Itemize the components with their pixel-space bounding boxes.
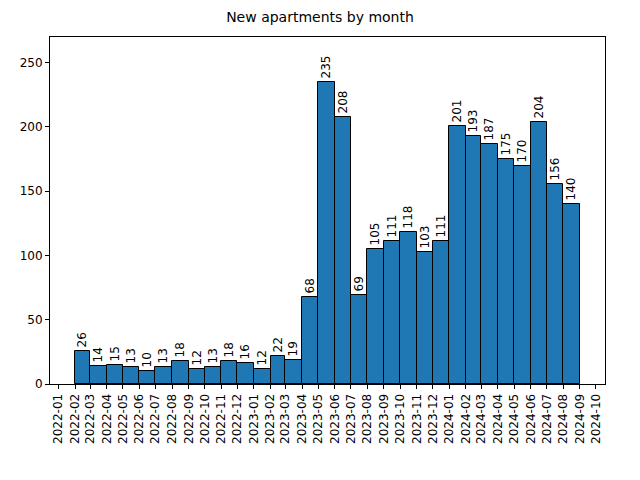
svg-text:68: 68 (303, 278, 317, 293)
svg-text:15: 15 (108, 346, 122, 361)
svg-text:200: 200 (20, 120, 43, 134)
svg-text:69: 69 (352, 276, 366, 291)
svg-text:2022-08: 2022-08 (165, 394, 179, 444)
svg-text:105: 105 (368, 223, 382, 246)
svg-text:13: 13 (156, 348, 170, 363)
svg-text:2023-09: 2023-09 (377, 394, 391, 444)
svg-text:140: 140 (564, 178, 578, 201)
svg-text:2024-09: 2024-09 (573, 394, 587, 444)
svg-text:0: 0 (35, 377, 43, 391)
svg-text:2022-07: 2022-07 (148, 394, 162, 444)
svg-text:103: 103 (418, 226, 432, 249)
svg-text:New apartments by month: New apartments by month (226, 9, 414, 25)
svg-text:10: 10 (140, 352, 154, 367)
svg-text:2023-11: 2023-11 (410, 394, 424, 444)
svg-text:13: 13 (124, 348, 138, 363)
svg-text:22: 22 (271, 337, 285, 352)
svg-text:111: 111 (385, 215, 399, 238)
svg-text:2024-08: 2024-08 (556, 394, 570, 444)
svg-text:2022-03: 2022-03 (83, 394, 97, 444)
svg-text:2023-06: 2023-06 (328, 394, 342, 444)
svg-text:12: 12 (255, 350, 269, 365)
svg-text:2022-06: 2022-06 (132, 394, 146, 444)
svg-text:187: 187 (482, 118, 496, 141)
svg-text:2022-11: 2022-11 (214, 394, 228, 444)
svg-text:156: 156 (548, 158, 562, 181)
svg-text:18: 18 (222, 342, 236, 357)
svg-text:2023-07: 2023-07 (344, 394, 358, 444)
svg-text:2022-01: 2022-01 (51, 394, 65, 444)
svg-text:2022-12: 2022-12 (230, 394, 244, 444)
svg-text:2024-03: 2024-03 (474, 394, 488, 444)
svg-text:250: 250 (20, 56, 43, 70)
svg-text:111: 111 (434, 215, 448, 238)
svg-text:118: 118 (401, 206, 415, 229)
svg-text:170: 170 (515, 140, 529, 163)
svg-text:2024-05: 2024-05 (507, 394, 521, 444)
svg-text:2022-10: 2022-10 (198, 394, 212, 444)
svg-text:2024-04: 2024-04 (491, 394, 505, 444)
svg-text:2024-01: 2024-01 (442, 394, 456, 444)
svg-text:208: 208 (336, 91, 350, 114)
svg-text:16: 16 (238, 344, 252, 359)
svg-text:2024-10: 2024-10 (589, 394, 603, 444)
svg-text:2023-12: 2023-12 (426, 394, 440, 444)
svg-text:2022-04: 2022-04 (100, 394, 114, 444)
svg-text:50: 50 (27, 313, 42, 327)
svg-text:193: 193 (466, 110, 480, 133)
svg-text:2023-05: 2023-05 (311, 394, 325, 444)
svg-text:2023-04: 2023-04 (295, 394, 309, 444)
svg-text:13: 13 (206, 348, 220, 363)
svg-text:150: 150 (20, 184, 43, 198)
svg-text:2024-06: 2024-06 (524, 394, 538, 444)
svg-text:2024-02: 2024-02 (459, 394, 473, 444)
svg-text:100: 100 (20, 249, 43, 263)
svg-text:2023-01: 2023-01 (247, 394, 261, 444)
svg-text:235: 235 (319, 56, 333, 79)
svg-text:2024-07: 2024-07 (540, 394, 554, 444)
svg-text:2022-02: 2022-02 (68, 394, 82, 444)
svg-text:201: 201 (450, 100, 464, 123)
svg-text:2023-08: 2023-08 (360, 394, 374, 444)
svg-text:2023-10: 2023-10 (393, 394, 407, 444)
svg-text:26: 26 (75, 332, 89, 347)
svg-text:2022-09: 2022-09 (182, 394, 196, 444)
svg-text:14: 14 (91, 347, 105, 362)
svg-text:2023-03: 2023-03 (278, 394, 292, 444)
svg-text:19: 19 (286, 341, 300, 356)
svg-text:12: 12 (190, 350, 204, 365)
svg-text:2022-05: 2022-05 (116, 394, 130, 444)
svg-text:204: 204 (532, 96, 546, 119)
svg-text:2023-02: 2023-02 (263, 394, 277, 444)
svg-text:175: 175 (499, 133, 513, 156)
svg-text:18: 18 (173, 342, 187, 357)
